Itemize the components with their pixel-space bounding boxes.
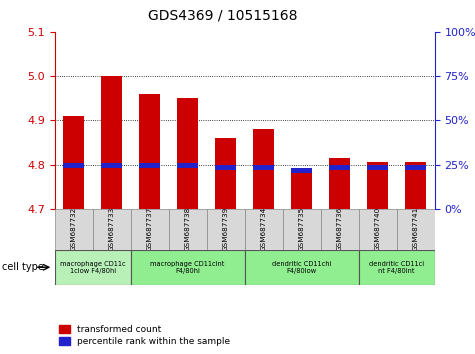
FancyBboxPatch shape — [245, 209, 283, 250]
Text: GSM687737: GSM687737 — [147, 207, 152, 251]
FancyBboxPatch shape — [207, 209, 245, 250]
Text: macrophage CD11c
1clow F4/80hi: macrophage CD11c 1clow F4/80hi — [60, 261, 125, 274]
Bar — [215, 138, 236, 209]
Bar — [215, 165, 236, 170]
Text: GSM687741: GSM687741 — [413, 207, 418, 251]
FancyBboxPatch shape — [245, 250, 359, 285]
Bar — [367, 165, 388, 170]
Bar — [253, 165, 274, 170]
Bar — [101, 76, 122, 209]
FancyBboxPatch shape — [55, 209, 93, 250]
Bar — [139, 94, 160, 209]
Bar — [63, 116, 84, 209]
Bar — [405, 162, 426, 209]
FancyBboxPatch shape — [93, 209, 131, 250]
Bar — [101, 163, 122, 168]
Bar — [405, 165, 426, 170]
Bar — [291, 168, 312, 173]
FancyBboxPatch shape — [131, 209, 169, 250]
Text: GSM687736: GSM687736 — [337, 207, 342, 251]
Bar — [253, 129, 274, 209]
Legend: transformed count, percentile rank within the sample: transformed count, percentile rank withi… — [59, 325, 230, 346]
Bar — [63, 163, 84, 168]
Bar — [329, 158, 350, 209]
Bar — [177, 163, 198, 168]
Bar — [291, 171, 312, 209]
FancyBboxPatch shape — [359, 250, 435, 285]
Text: dendritic CD11ci
nt F4/80int: dendritic CD11ci nt F4/80int — [369, 261, 424, 274]
FancyBboxPatch shape — [169, 209, 207, 250]
FancyBboxPatch shape — [321, 209, 359, 250]
Bar — [139, 163, 160, 168]
Text: GSM687733: GSM687733 — [109, 207, 114, 251]
Text: GSM687735: GSM687735 — [299, 207, 304, 251]
Text: GDS4369 / 10515168: GDS4369 / 10515168 — [149, 9, 298, 23]
Text: GSM687739: GSM687739 — [223, 207, 228, 251]
Text: GSM687740: GSM687740 — [375, 207, 380, 251]
Bar — [177, 98, 198, 209]
Text: GSM687734: GSM687734 — [261, 207, 266, 251]
Bar — [329, 165, 350, 170]
FancyBboxPatch shape — [283, 209, 321, 250]
FancyBboxPatch shape — [55, 250, 131, 285]
FancyBboxPatch shape — [397, 209, 435, 250]
Text: GSM687732: GSM687732 — [71, 207, 76, 251]
Text: GSM687738: GSM687738 — [185, 207, 190, 251]
FancyBboxPatch shape — [131, 250, 245, 285]
FancyBboxPatch shape — [359, 209, 397, 250]
Text: dendritic CD11chi
F4/80low: dendritic CD11chi F4/80low — [272, 261, 332, 274]
Text: cell type: cell type — [2, 262, 44, 272]
Text: macrophage CD11cint
F4/80hi: macrophage CD11cint F4/80hi — [151, 261, 225, 274]
Bar — [367, 162, 388, 209]
